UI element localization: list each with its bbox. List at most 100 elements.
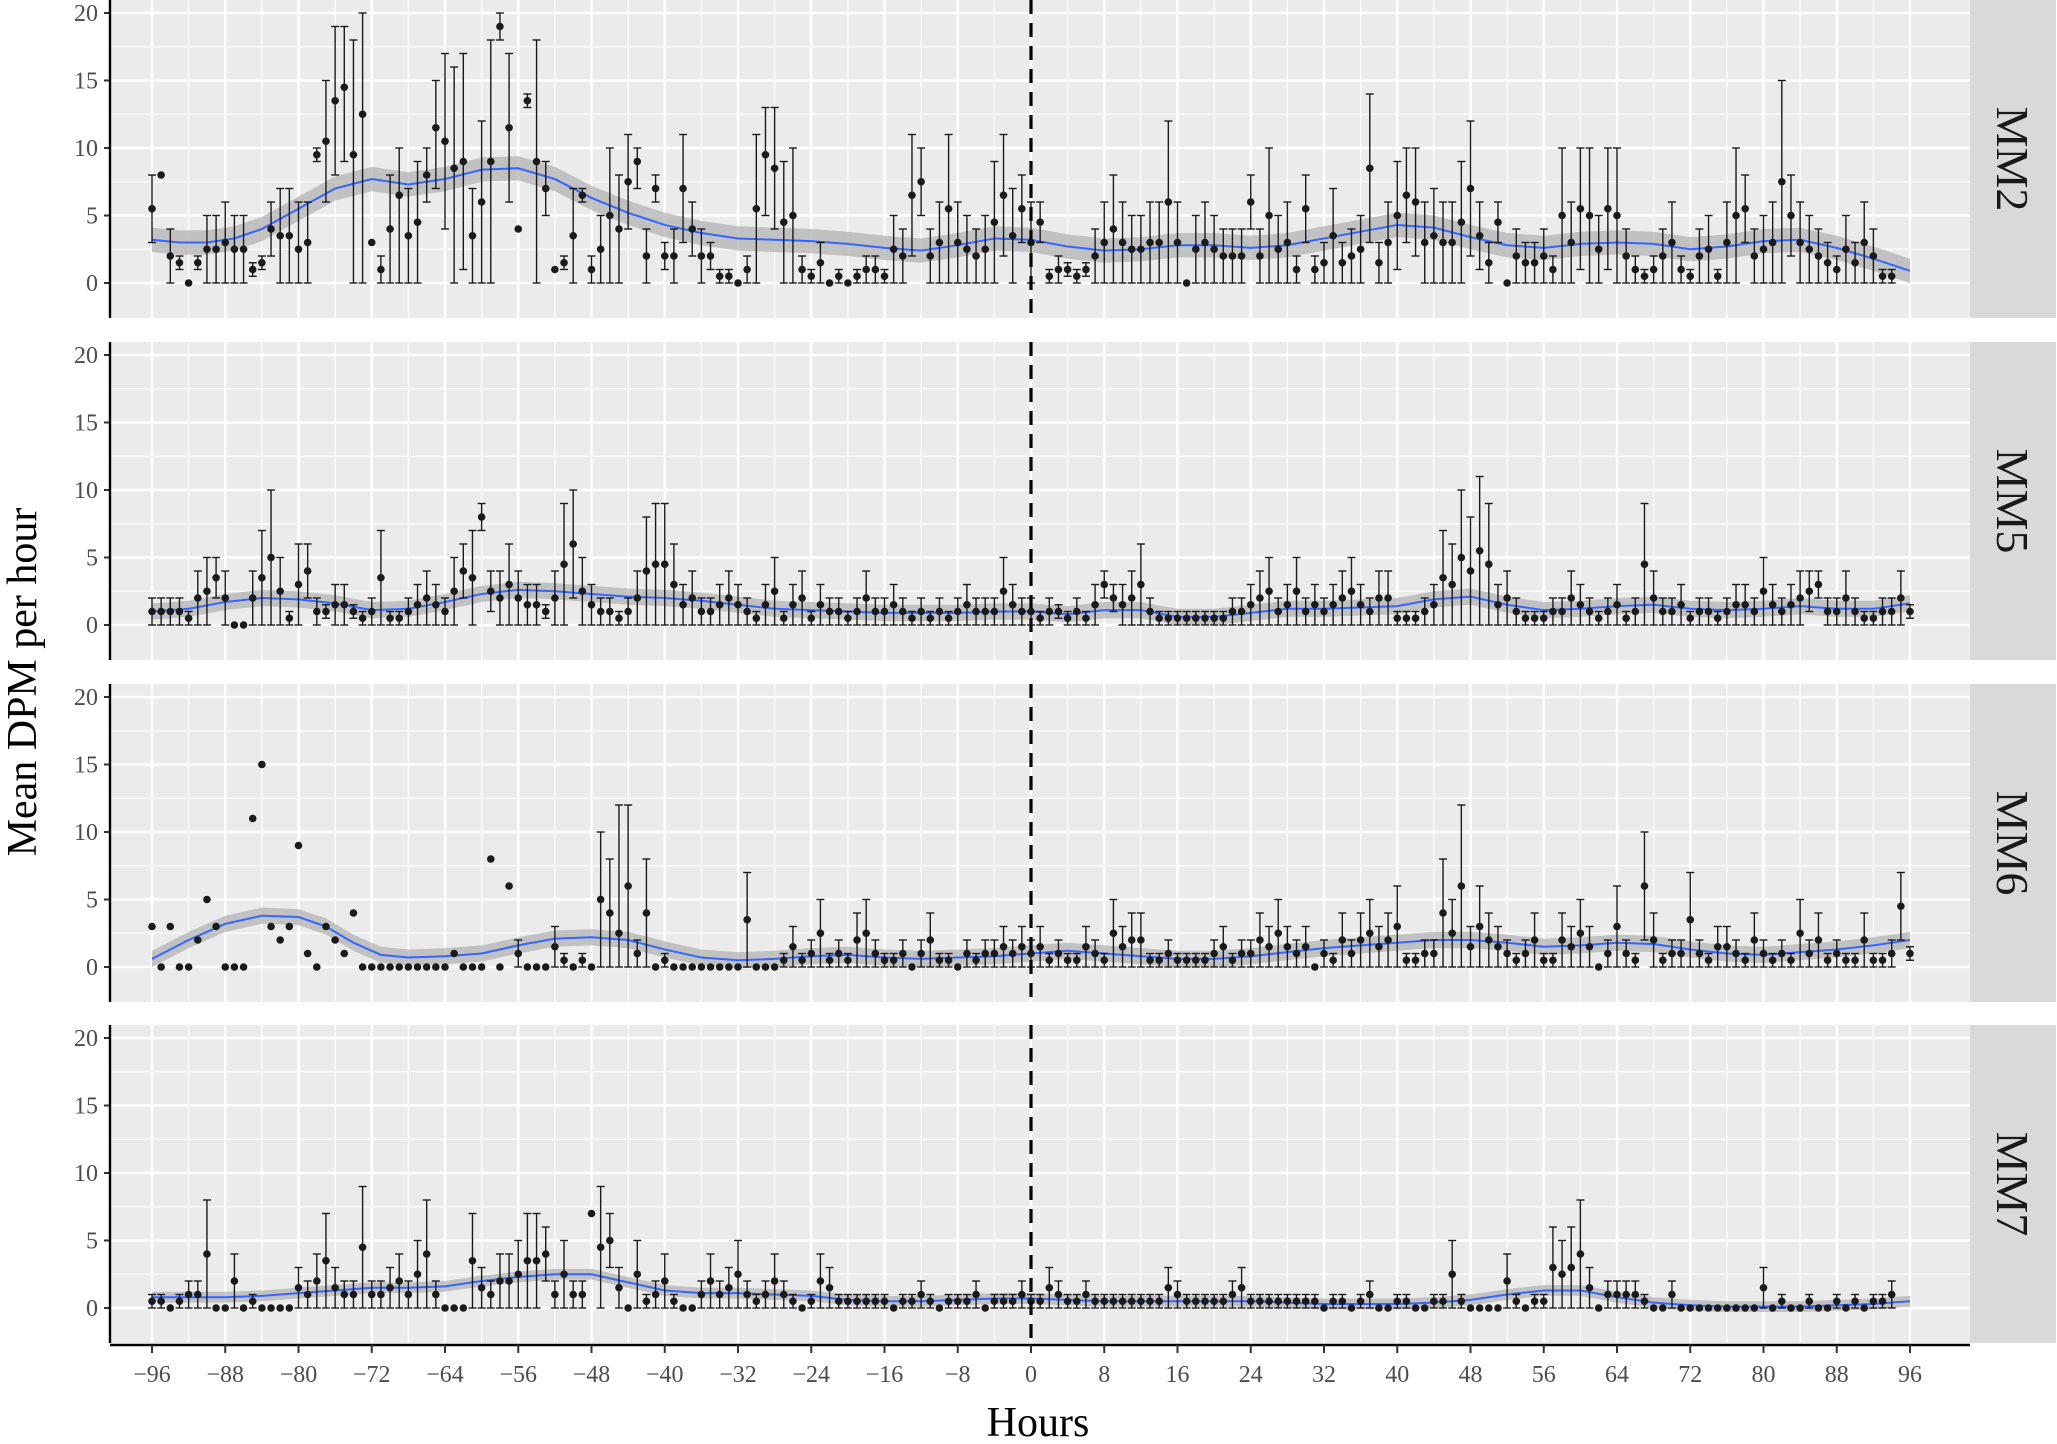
data-point [441, 963, 449, 971]
data-point [1842, 245, 1850, 254]
data-point [1109, 225, 1118, 233]
data-point [844, 614, 852, 623]
data-point [1576, 600, 1585, 609]
data-point [1063, 1297, 1072, 1306]
data-point [1237, 1283, 1246, 1292]
data-point [761, 150, 770, 159]
data-point [367, 963, 376, 971]
data-point [1054, 607, 1063, 616]
data-point [285, 1304, 294, 1312]
data-point [725, 963, 733, 971]
data-point [1292, 1297, 1301, 1306]
data-point [615, 614, 623, 623]
data-point [606, 211, 614, 220]
data-point [899, 607, 907, 616]
data-point [184, 963, 193, 971]
data-point [999, 587, 1008, 596]
data-point [1155, 1297, 1163, 1306]
data-point [1118, 600, 1127, 609]
data-point [1036, 218, 1044, 227]
data-point [834, 949, 843, 958]
data-point [725, 594, 733, 602]
data-point [1173, 956, 1182, 965]
data-point [871, 1297, 880, 1306]
data-point [404, 963, 413, 971]
x-tick-label: 56 [1532, 1362, 1556, 1388]
data-point [1549, 265, 1557, 274]
data-point [1100, 1297, 1109, 1306]
data-point [569, 1290, 577, 1299]
data-point [587, 600, 596, 609]
x-tick-label: 64 [1605, 1362, 1629, 1388]
data-point [1292, 949, 1301, 958]
data-point [486, 587, 495, 596]
data-point [1805, 1297, 1814, 1306]
data-point [706, 607, 715, 616]
y-tick-label: 20 [74, 1, 98, 27]
data-point [615, 929, 623, 938]
data-point [1860, 614, 1869, 623]
data-point [560, 560, 568, 569]
data-point [1622, 1290, 1630, 1299]
data-point [1063, 956, 1072, 965]
data-point [1869, 1297, 1878, 1306]
data-point [1430, 1297, 1438, 1306]
data-point [862, 1297, 870, 1306]
data-point [1228, 252, 1237, 260]
data-point [422, 1250, 431, 1258]
data-point [1420, 1304, 1429, 1312]
data-point [1320, 1304, 1328, 1312]
data-point [1723, 942, 1731, 951]
data-point [267, 1304, 275, 1312]
data-point [1155, 614, 1163, 623]
data-point [587, 963, 596, 971]
data-point [1796, 594, 1804, 602]
data-point [166, 252, 175, 260]
data-point [779, 1290, 788, 1299]
data-point [1063, 614, 1072, 623]
data-point [1732, 600, 1740, 609]
data-point [1750, 607, 1759, 616]
x-tick-label: 0 [1025, 1362, 1037, 1388]
data-point [294, 580, 303, 589]
data-point [1887, 272, 1896, 281]
data-point [1530, 1297, 1539, 1306]
data-point [1741, 600, 1749, 609]
data-point [1036, 942, 1044, 951]
panel-mm6: 0 5 10 15 20 MM6 [74, 684, 2056, 1002]
data-point [798, 594, 806, 602]
data-point [1311, 1297, 1319, 1306]
panels-layer: 0 5 10 15 20 MM2 0 5 10 15 20 MM5 0 5 10 15 20 MM6 0 5 10 15 2… [74, 0, 2056, 1343]
data-point [395, 191, 404, 200]
data-point [624, 1304, 632, 1312]
data-point [1494, 218, 1502, 227]
data-point [285, 922, 294, 931]
data-point [239, 621, 248, 629]
data-point [981, 245, 990, 254]
data-point [541, 963, 550, 971]
data-point [1027, 607, 1035, 616]
data-point [1301, 1297, 1310, 1306]
data-point [1018, 607, 1026, 616]
data-point [477, 513, 486, 521]
data-point [899, 949, 907, 958]
data-point [1411, 198, 1420, 206]
data-point [1411, 614, 1420, 623]
data-point [1530, 258, 1539, 267]
data-point [1549, 1263, 1557, 1272]
y-tick-label: 20 [74, 1026, 98, 1052]
data-point [276, 231, 284, 240]
data-point [1192, 614, 1200, 623]
data-point [1695, 252, 1704, 260]
data-point [761, 963, 770, 971]
data-point [148, 607, 156, 616]
data-point [404, 607, 413, 616]
data-point [303, 567, 312, 575]
data-point [1576, 1250, 1585, 1258]
data-point [441, 137, 449, 146]
data-point [1622, 252, 1630, 260]
data-point [459, 567, 468, 575]
data-point [926, 936, 935, 944]
data-point [935, 607, 944, 616]
data-point [1320, 258, 1328, 267]
